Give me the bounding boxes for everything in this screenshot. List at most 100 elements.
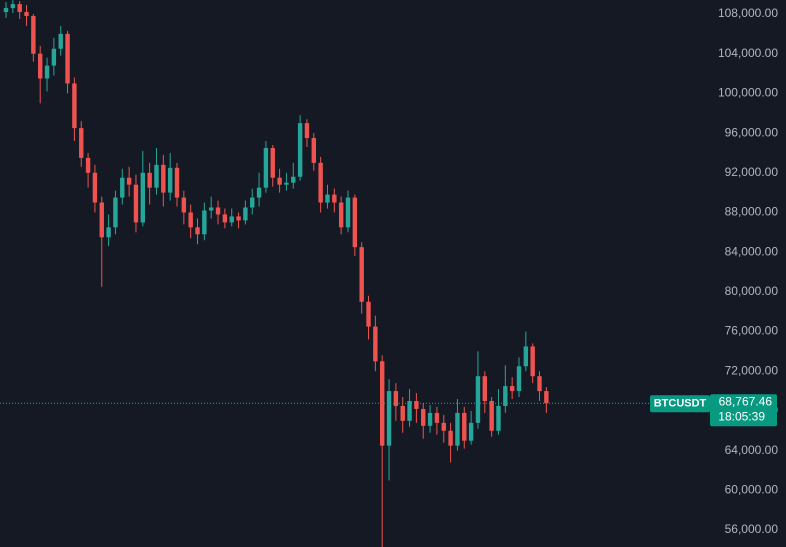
candle-body — [414, 401, 419, 409]
symbol-badge — [650, 395, 710, 413]
candle-body — [332, 194, 337, 203]
candle-body — [236, 216, 241, 221]
candle-body — [509, 386, 515, 392]
candle-body — [92, 172, 98, 203]
candle-body — [229, 216, 234, 223]
candle-body — [31, 15, 36, 54]
symbol-label: BTCUSDT — [654, 398, 707, 410]
candle-body — [58, 33, 63, 49]
candle-body — [106, 227, 111, 238]
candle-body — [462, 412, 467, 441]
candle-body — [311, 138, 316, 163]
y-tick-label: 92,000.00 — [725, 165, 779, 179]
candle-body — [195, 227, 200, 235]
candle-body — [44, 65, 50, 79]
candle-body — [537, 376, 542, 392]
candle-body — [277, 177, 282, 185]
y-tick-label: 56,000.00 — [725, 522, 779, 536]
candle-body — [38, 53, 43, 79]
candle-body — [120, 177, 125, 198]
candle-body — [215, 207, 221, 215]
candle-body — [256, 187, 262, 198]
candle-body — [140, 172, 145, 223]
candle-body — [133, 184, 139, 223]
candle-body — [434, 412, 440, 423]
y-tick-label: 96,000.00 — [725, 125, 779, 139]
candle-body — [523, 346, 529, 367]
candle-body — [544, 391, 549, 404]
candle-body — [99, 202, 104, 238]
candle-body — [345, 197, 351, 228]
candle-body — [455, 412, 460, 446]
candle-body — [516, 366, 522, 392]
candle-body — [338, 202, 344, 228]
candle-body — [174, 167, 180, 198]
candle-body — [79, 128, 84, 158]
y-tick-label: 88,000.00 — [725, 205, 779, 219]
candle-body — [373, 326, 378, 362]
candle-body — [407, 401, 412, 421]
y-tick-label: 84,000.00 — [725, 244, 779, 258]
candle-body — [297, 123, 303, 177]
y-tick-label: 100,000.00 — [718, 86, 778, 100]
price-badge — [710, 394, 777, 427]
candle-body — [291, 176, 296, 183]
candle-body — [85, 157, 91, 173]
candle-body — [380, 361, 385, 446]
y-tick-label: 80,000.00 — [725, 284, 779, 298]
candle-body — [475, 376, 481, 423]
candle-body — [10, 4, 16, 9]
candle-body — [393, 391, 399, 406]
candle-body — [243, 207, 248, 221]
price-label: 68,767.46 — [719, 394, 773, 408]
candle-body — [284, 182, 289, 185]
candle-body — [318, 162, 323, 203]
candle-body — [65, 33, 70, 84]
candle-body — [427, 412, 433, 426]
candle-body — [530, 346, 535, 377]
candle-body — [167, 167, 173, 193]
candle-body — [489, 401, 494, 431]
candle-body — [202, 210, 207, 235]
candle-body — [222, 214, 228, 223]
candle-body — [72, 83, 77, 129]
candle-body — [304, 123, 310, 139]
candle-body — [386, 391, 392, 446]
candle-body — [482, 376, 487, 402]
candle-body — [3, 8, 9, 13]
candle-body — [250, 197, 255, 208]
y-tick-label: 76,000.00 — [725, 324, 779, 338]
candle-body — [181, 197, 187, 213]
candle-body — [359, 247, 364, 302]
candle-body — [51, 48, 57, 66]
candle-body — [126, 177, 132, 185]
candle-body — [154, 164, 159, 188]
candle-body — [209, 207, 214, 211]
candle-body — [161, 164, 166, 193]
candle-body — [400, 405, 405, 421]
y-tick-label: 72,000.00 — [725, 363, 779, 377]
candle-body — [24, 12, 29, 16]
candle-body — [421, 408, 426, 426]
y-tick-label: 108,000.00 — [718, 6, 778, 20]
countdown-label: 18:05:39 — [718, 409, 765, 423]
candle-body — [113, 197, 118, 228]
candle-body — [441, 422, 446, 431]
candle-body — [366, 301, 371, 327]
candle-body — [263, 147, 269, 188]
candle-body — [468, 422, 474, 441]
candle-body — [352, 197, 358, 248]
candle-body — [496, 405, 501, 431]
y-tick-label: 64,000.00 — [725, 443, 779, 457]
candle-body — [270, 147, 275, 178]
y-tick-label: 60,000.00 — [725, 482, 779, 496]
candle-body — [17, 4, 22, 13]
candle-body — [147, 172, 152, 188]
candle-body — [503, 386, 508, 406]
candle-body — [325, 194, 330, 203]
candle-body — [448, 430, 453, 446]
y-tick-label: 104,000.00 — [718, 46, 778, 60]
candle-body — [188, 212, 193, 228]
